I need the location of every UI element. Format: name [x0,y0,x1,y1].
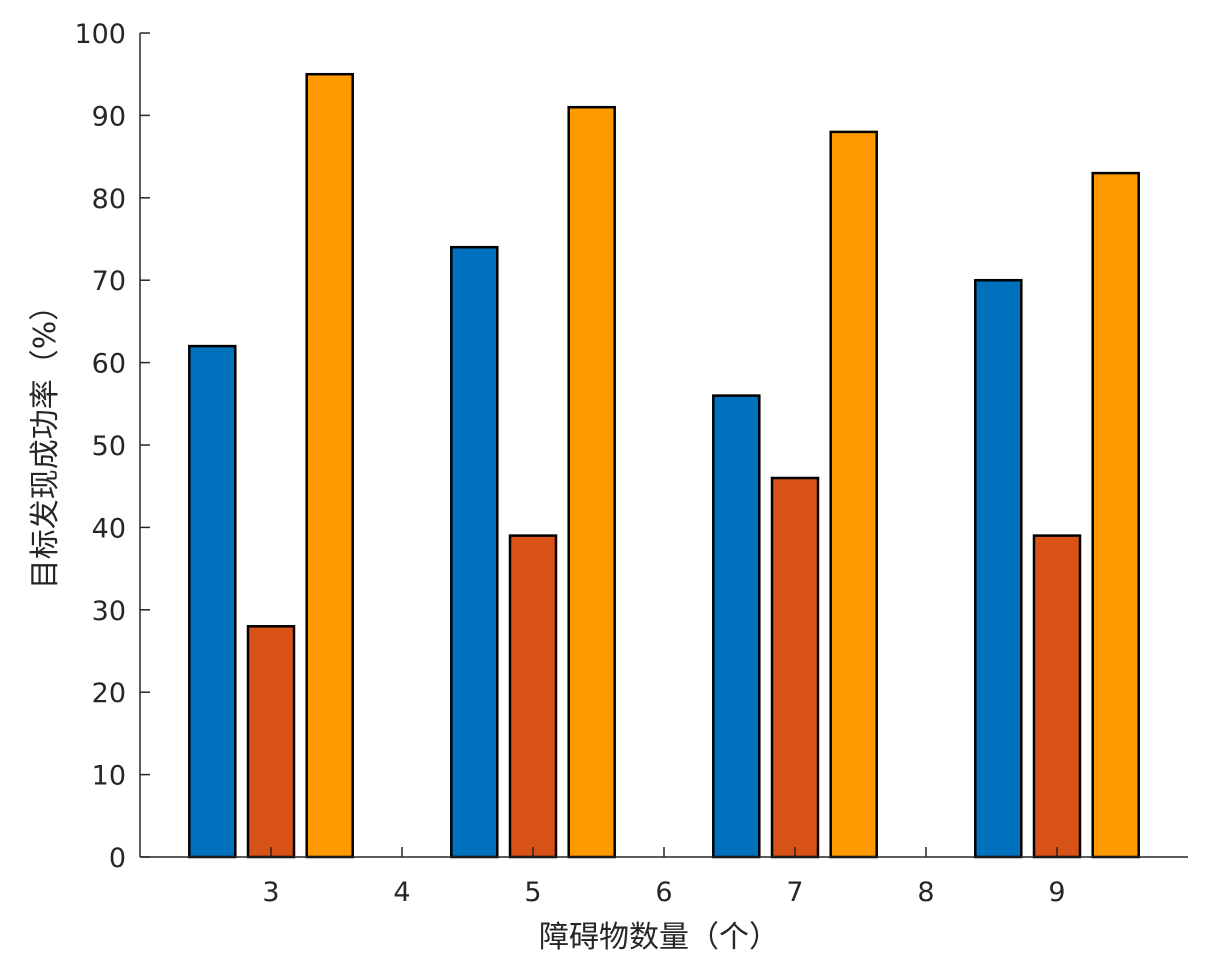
bar-s1-x3 [188,344,237,859]
x-axis-ticks: 3 4 5 6 7 8 9 [262,847,1066,908]
y-tick-label: 50 [92,431,126,462]
x-tick-label: 3 [262,877,279,908]
y-tick-label: 30 [92,596,126,627]
bars-group [188,72,1140,859]
x-tick-label: 7 [786,877,803,908]
y-axis-title: 目标发现成功率（%） [28,291,63,590]
y-tick-label: 40 [92,513,126,544]
x-axis-title: 障碍物数量（个） [539,920,779,955]
bar-s2-x9 [1032,534,1082,859]
bar-s2-x5 [508,534,558,859]
x-tick-label: 8 [917,877,934,908]
y-tick-label: 80 [92,184,126,215]
bar-s2-x3 [246,625,296,859]
x-tick-label: 6 [655,877,672,908]
y-tick-label: 10 [92,761,126,792]
bar-s3-x9 [1091,171,1140,859]
y-tick-label: 90 [92,101,126,132]
bar-s2-x7 [770,476,820,859]
y-tick-label: 20 [92,678,126,709]
bar-s3-x3 [305,72,354,859]
bar-s1-x9 [974,278,1023,859]
x-tick-label: 9 [1048,877,1065,908]
x-tick-label: 4 [393,877,410,908]
x-tick-label: 5 [524,877,541,908]
bar-s3-x5 [567,105,616,859]
y-tick-label: 70 [92,266,126,297]
bar-s1-x7 [712,394,761,859]
bar-s1-x5 [450,245,499,859]
bar-s3-x7 [829,130,878,859]
y-tick-label: 60 [92,349,126,380]
y-tick-label: 0 [109,843,126,874]
y-tick-label: 100 [74,19,126,50]
y-axis-ticks: 0 10 20 30 40 50 60 70 80 90 100 [74,19,150,874]
